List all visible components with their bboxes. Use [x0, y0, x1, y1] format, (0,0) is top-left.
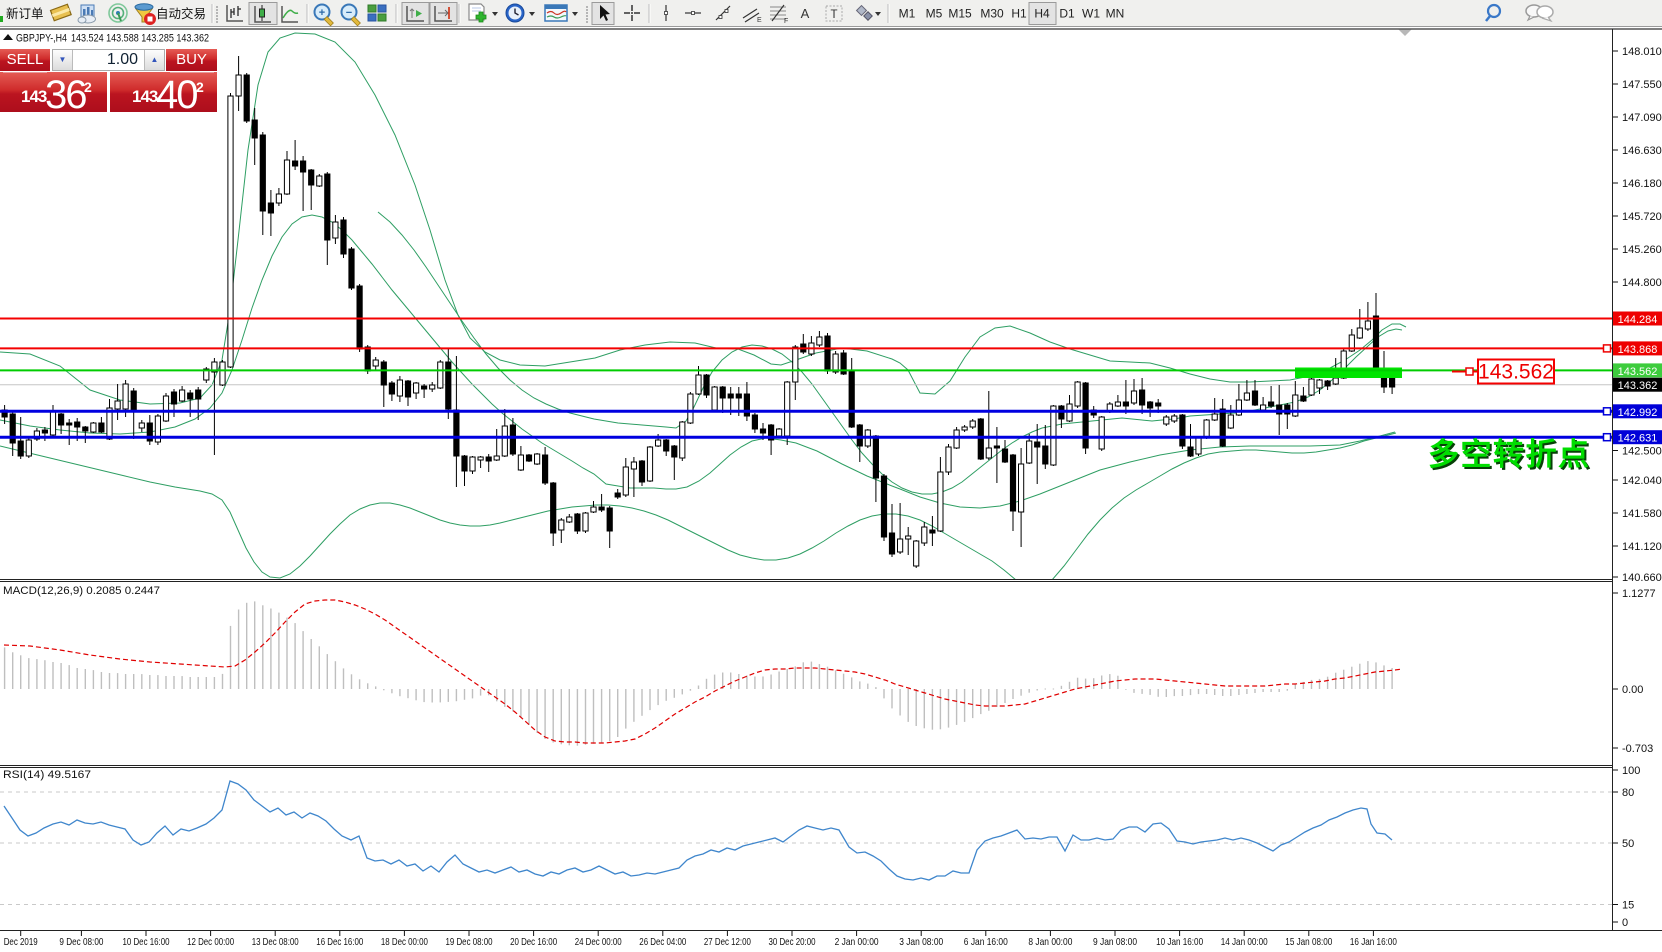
svg-text:27 Dec 12:00: 27 Dec 12:00 [704, 937, 751, 948]
svg-text:0.00: 0.00 [1622, 684, 1643, 696]
svg-text:新订单: 新订单 [6, 6, 44, 21]
svg-text:26 Dec 04:00: 26 Dec 04:00 [639, 937, 686, 948]
svg-text:142.992: 142.992 [1618, 407, 1658, 419]
svg-text:GBPJPY-,H4: GBPJPY-,H4 [16, 33, 67, 45]
svg-text:H1: H1 [1011, 7, 1027, 21]
svg-text:W1: W1 [1082, 7, 1100, 21]
svg-text:10 Jan 16:00: 10 Jan 16:00 [1156, 937, 1203, 948]
svg-text:2 Jan 00:00: 2 Jan 00:00 [835, 937, 879, 948]
svg-text:143.362: 143.362 [1618, 380, 1658, 392]
svg-text:15: 15 [1622, 900, 1634, 912]
svg-text:147.550: 147.550 [1622, 79, 1662, 91]
svg-text:RSI(14) 49.5167: RSI(14) 49.5167 [3, 769, 91, 781]
svg-text:16 Dec 16:00: 16 Dec 16:00 [316, 937, 363, 948]
svg-text:30 Dec 20:00: 30 Dec 20:00 [769, 937, 816, 948]
svg-text:143.524 143.588 143.285 143.36: 143.524 143.588 143.285 143.362 [71, 33, 209, 45]
svg-text:146.630: 146.630 [1622, 145, 1662, 157]
svg-text:M30: M30 [980, 7, 1004, 21]
svg-text:D1: D1 [1059, 7, 1075, 21]
svg-text:MACD(12,26,9) 0.2085 0.2447: MACD(12,26,9) 0.2085 0.2447 [3, 585, 160, 597]
svg-text:142.040: 142.040 [1622, 475, 1662, 487]
svg-text:15 Jan 08:00: 15 Jan 08:00 [1285, 937, 1332, 948]
svg-text:18 Dec 00:00: 18 Dec 00:00 [381, 937, 428, 948]
svg-text:F: F [784, 18, 788, 25]
svg-text:143.562: 143.562 [1618, 366, 1658, 378]
svg-text:80: 80 [1622, 787, 1634, 799]
svg-text:143.868: 143.868 [1618, 344, 1658, 356]
svg-text:MN: MN [1106, 7, 1125, 21]
svg-text:1.1277: 1.1277 [1622, 588, 1656, 600]
svg-text:50: 50 [1622, 838, 1634, 850]
svg-text:143.562: 143.562 [1478, 361, 1554, 384]
svg-text:14 Jan 00:00: 14 Jan 00:00 [1221, 937, 1268, 948]
svg-text:24 Dec 00:00: 24 Dec 00:00 [575, 937, 622, 948]
svg-text:0: 0 [1622, 917, 1628, 929]
svg-text:9 Jan 08:00: 9 Jan 08:00 [1093, 937, 1137, 948]
svg-text:145.260: 145.260 [1622, 244, 1662, 256]
svg-text:148.010: 148.010 [1622, 46, 1662, 58]
svg-text:16 Jan 16:00: 16 Jan 16:00 [1350, 937, 1397, 948]
svg-text:141.580: 141.580 [1622, 508, 1662, 520]
svg-text:147.090: 147.090 [1622, 112, 1662, 124]
svg-text:多空转折点: 多空转折点 [1430, 439, 1593, 474]
svg-text:10 Dec 16:00: 10 Dec 16:00 [123, 937, 170, 948]
svg-text:142.500: 142.500 [1622, 446, 1662, 458]
svg-text:M15: M15 [948, 7, 972, 21]
svg-text:140.660: 140.660 [1622, 572, 1662, 584]
svg-text:T: T [830, 9, 837, 21]
svg-text:8 Jan 00:00: 8 Jan 00:00 [1028, 937, 1072, 948]
svg-text:6 Jan 16:00: 6 Jan 16:00 [964, 937, 1008, 948]
svg-text:19 Dec 08:00: 19 Dec 08:00 [446, 937, 493, 948]
svg-text:142.631: 142.631 [1618, 433, 1658, 445]
svg-text:+: + [319, 7, 325, 19]
svg-text:141.120: 141.120 [1622, 541, 1662, 553]
svg-text:Dec 2019: Dec 2019 [4, 937, 38, 948]
svg-text:100: 100 [1622, 765, 1640, 777]
svg-text:多空转折点: 多空转折点 [1428, 437, 1591, 472]
svg-text:H4: H4 [1034, 7, 1050, 21]
svg-text:20 Dec 16:00: 20 Dec 16:00 [510, 937, 557, 948]
svg-text:自动交易: 自动交易 [156, 6, 206, 21]
svg-text:−: − [346, 7, 352, 19]
svg-text:E: E [757, 17, 762, 24]
svg-text:13 Dec 08:00: 13 Dec 08:00 [252, 937, 299, 948]
svg-text:9 Dec 08:00: 9 Dec 08:00 [59, 937, 103, 948]
svg-text:146.180: 146.180 [1622, 178, 1662, 190]
svg-text:-0.703: -0.703 [1622, 743, 1653, 755]
svg-text:M5: M5 [926, 7, 943, 21]
svg-text:12 Dec 00:00: 12 Dec 00:00 [187, 937, 234, 948]
svg-text:144.284: 144.284 [1618, 314, 1658, 326]
svg-text:M1: M1 [899, 7, 916, 21]
svg-text:3 Jan 08:00: 3 Jan 08:00 [899, 937, 943, 948]
svg-text:144.800: 144.800 [1622, 277, 1662, 289]
svg-text:A: A [801, 6, 810, 21]
svg-text:145.720: 145.720 [1622, 211, 1662, 223]
